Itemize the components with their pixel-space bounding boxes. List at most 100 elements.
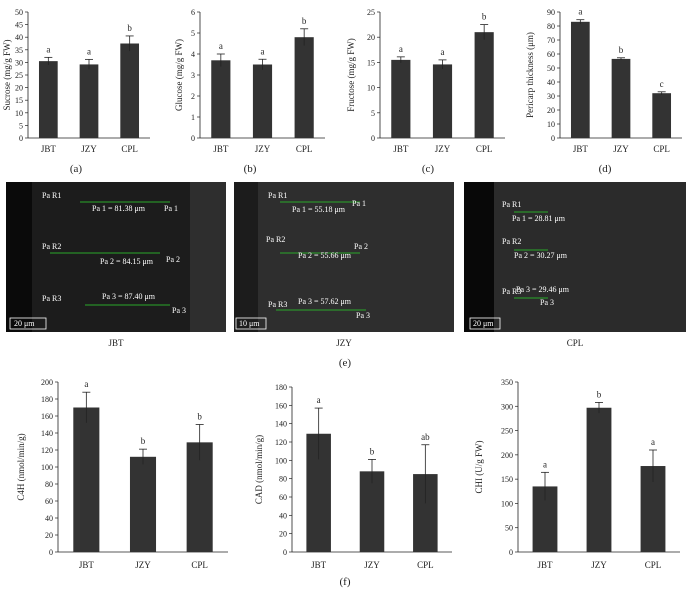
y-tick-label: 0 xyxy=(283,548,287,557)
y-tick-label: 60 xyxy=(45,497,53,506)
sem-region-label: Pa R3 xyxy=(42,294,61,303)
y-tick-label: 40 xyxy=(547,78,555,87)
y-tick-label: 60 xyxy=(547,50,555,59)
sem-texture-jbt xyxy=(190,182,226,332)
category-label: CPL xyxy=(645,560,662,570)
y-tick-label: 5 xyxy=(371,109,375,118)
category-label: CPL xyxy=(121,144,138,154)
sem-end-label: Pa 2 xyxy=(166,255,180,264)
bar xyxy=(211,60,231,138)
y-tick-label: 40 xyxy=(279,511,287,520)
y-tick-label: 300 xyxy=(501,402,513,411)
y-tick-label: 180 xyxy=(275,383,287,392)
y-tick-label: 6 xyxy=(191,8,195,17)
scale-bar xyxy=(235,317,267,330)
sem-end-label: Pa 3 xyxy=(356,311,370,320)
y-tick-label: 5 xyxy=(191,29,195,38)
y-tick-label: 160 xyxy=(41,412,53,421)
category-label: CPL xyxy=(417,560,434,570)
category-label: JZY xyxy=(613,144,629,154)
scale-bar xyxy=(469,317,501,330)
significance-letter: a xyxy=(87,46,91,56)
significance-letter: a xyxy=(399,44,403,54)
sem-measure-label: Pa 3 = 87.40 μm xyxy=(102,292,156,301)
y-axis-label: CHI (U/g FW) xyxy=(474,441,484,494)
sem-panel-jbt: Pa R1 Pa R2 Pa R3 Pa 1 = 81.38 μm Pa 2 =… xyxy=(6,182,226,348)
significance-letter: a xyxy=(543,459,547,469)
sem-region-label: Pa R1 xyxy=(502,200,521,209)
scale-bar-label: 10 μm xyxy=(239,319,260,328)
scale-bar-label: 20 μm xyxy=(473,319,494,328)
sem-measure-label: Pa 3 = 29.46 μm xyxy=(516,285,570,294)
y-tick-label: 80 xyxy=(45,480,53,489)
bar xyxy=(611,58,631,138)
panel-label-e: (e) xyxy=(339,357,352,369)
y-axis-label: Sucrose (mg/g FW) xyxy=(2,40,12,111)
y-tick-label: 150 xyxy=(501,475,513,484)
bar xyxy=(586,407,612,552)
category-label: CPL xyxy=(653,144,670,154)
sem-panel-cpl: Pa R1 Pa R2 Pa R3 Pa 1 = 28.81 μm Pa 2 =… xyxy=(464,182,686,348)
y-tick-label: 120 xyxy=(41,446,53,455)
y-tick-label: 10 xyxy=(367,84,375,93)
bar xyxy=(252,64,273,138)
y-tick-label: 0 xyxy=(191,134,195,143)
y-tick-label: 25 xyxy=(367,8,375,17)
bar xyxy=(570,21,590,138)
significance-letter: a xyxy=(651,437,655,447)
category-label: CPL xyxy=(191,560,208,570)
significance-letter: a xyxy=(317,395,321,405)
significance-letter: a xyxy=(578,7,582,17)
panel-label: (b) xyxy=(244,163,257,175)
chart-sucrose: 0 5 10 15 20 25 30 35 40 45 50 Sucrose (mg/g FW) a JB… xyxy=(2,8,150,175)
bar xyxy=(474,32,494,138)
sem-measure-label: Pa 1 = 55.18 μm xyxy=(292,205,346,214)
significance-letter: b xyxy=(597,389,602,399)
significance-letter: b xyxy=(302,16,307,26)
bar xyxy=(186,442,213,552)
y-tick-label: 100 xyxy=(275,456,287,465)
scale-bar xyxy=(9,317,47,330)
y-tick-label: 0 xyxy=(371,134,375,143)
panel-label: (f) xyxy=(340,576,351,588)
chart-fructose: 0 5 10 15 20 25 Fructose (mg/g FW) a JBT a JZY b CPL… xyxy=(346,8,505,175)
bar xyxy=(120,43,140,138)
y-tick-label: 1 xyxy=(191,113,195,122)
y-tick-label: 15 xyxy=(15,96,23,105)
sem-image-jbt xyxy=(6,182,226,332)
sem-measure-label: Pa 2 = 84.15 μm xyxy=(100,257,154,266)
y-tick-label: 10 xyxy=(547,120,555,129)
category-label: JBT xyxy=(537,560,553,570)
category-label: JBT xyxy=(573,144,589,154)
category-label: JBT xyxy=(41,144,57,154)
chart-chi: 0 50 100 150 200 250 300 350 CHI (U/g FW) a JBT b JZ… xyxy=(474,378,680,570)
sem-measure-label: Pa 2 = 55.66 μm xyxy=(298,251,352,260)
y-tick-label: 10 xyxy=(15,109,23,118)
sem-region-label: Pa R2 xyxy=(42,242,61,251)
y-tick-label: 20 xyxy=(45,531,53,540)
y-tick-label: 100 xyxy=(501,499,513,508)
significance-letter: b xyxy=(197,412,202,422)
y-tick-label: 200 xyxy=(501,451,513,460)
significance-letter: ab xyxy=(421,432,430,442)
chart-c4h: 0 20 40 60 80 100 120 140 160 180 200 C4H (nmol/min… xyxy=(16,378,228,570)
bar xyxy=(73,407,100,552)
y-tick-label: 80 xyxy=(547,22,555,31)
y-tick-label: 35 xyxy=(15,46,23,55)
sem-measure-label: Pa 2 = 30.27 μm xyxy=(514,251,568,260)
y-tick-label: 180 xyxy=(41,395,53,404)
panel-label: (d) xyxy=(599,163,612,175)
y-tick-label: 80 xyxy=(279,475,287,484)
sem-caption: JZY xyxy=(336,338,352,348)
panel-label: (a) xyxy=(70,163,83,175)
sem-measure-label: Pa 1 = 28.81 μm xyxy=(512,214,566,223)
sem-dark-band-cpl xyxy=(464,182,494,332)
significance-letter: c xyxy=(660,79,664,89)
sem-panel-jzy: Pa R1 Pa R2 Pa R3 Pa 1 = 55.18 μm Pa 2 =… xyxy=(234,182,454,348)
category-label: JZY xyxy=(364,560,380,570)
y-tick-label: 20 xyxy=(15,84,23,93)
sem-measure-label: Pa 1 = 81.38 μm xyxy=(92,204,146,213)
significance-letter: b xyxy=(141,436,146,446)
sem-caption: JBT xyxy=(108,338,124,348)
